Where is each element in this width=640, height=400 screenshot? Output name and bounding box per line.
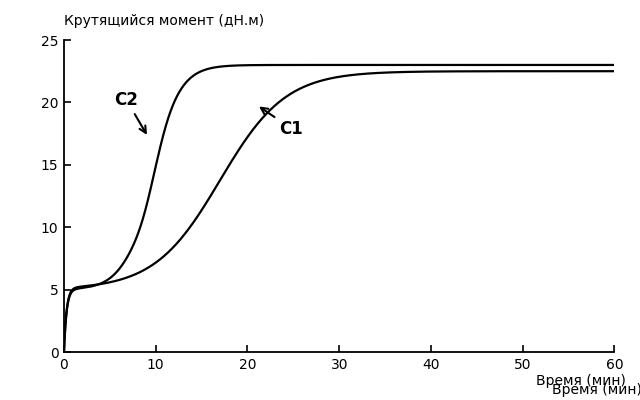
- Text: Время (мин): Время (мин): [552, 383, 640, 397]
- Text: Крутящийся момент (дН.м): Крутящийся момент (дН.м): [64, 14, 264, 28]
- Text: Время (мин): Время (мин): [536, 374, 625, 388]
- Text: С2: С2: [115, 91, 146, 133]
- Text: С1: С1: [261, 108, 303, 138]
